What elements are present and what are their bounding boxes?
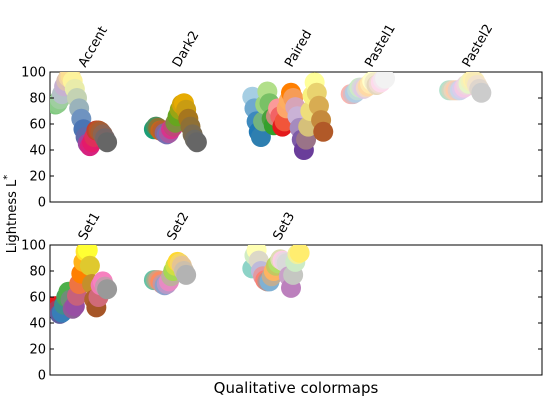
y-tick-label: 20 [29,170,46,185]
series-dark2 [143,93,207,153]
y-tick-label: 60 [29,291,46,306]
x-axis-label: Qualitative colormaps [214,379,379,397]
data-point [375,72,396,89]
colormap-label-set2: Set2 [164,210,192,243]
y-tick-label: 40 [29,317,46,332]
y-tick-label: 100 [21,239,46,254]
data-point [186,132,207,153]
top-data-points [50,72,492,160]
y-tick-label: 100 [21,66,46,81]
y-tick-label: 80 [29,265,46,280]
y-tick-label: 20 [29,343,46,358]
bottom-colormap-labels: Set1 Set2 Set3 [76,210,298,243]
series-set2 [143,251,197,296]
top-y-ticks: 0 20 40 60 80 100 [21,66,542,211]
colormap-label-accent: Accent [76,24,111,70]
series-accent [50,72,118,157]
data-point [176,264,197,285]
bottom-data-points [50,245,310,324]
bottom-y-ticks: 0 20 40 60 80 100 [21,239,542,384]
colormap-label-set1: Set1 [76,210,104,243]
y-tick-label: 0 [38,369,46,384]
data-point [97,132,118,153]
svg-text:Lightness L*: Lightness L* [2,175,20,254]
colormap-label-set3: Set3 [270,210,298,243]
y-tick-label: 60 [29,118,46,133]
series-set3 [242,245,310,298]
series-pastel2 [439,72,492,103]
series-pastel1 [340,72,396,105]
y-axis-label-superscript: * [2,175,13,180]
colormap-label-dark2: Dark2 [170,29,203,70]
top-panel: 0 20 40 60 80 100 Accent Dark2 Paired Pastel1 Pas… [21,22,543,211]
colormap-label-paired: Paired [282,28,315,70]
data-point [313,121,334,142]
data-point [79,255,100,276]
y-axis-label-main: Lightness L [5,179,20,253]
data-point [250,127,271,147]
data-point [97,279,118,300]
data-point [471,82,492,103]
colormap-label-pastel1: Pastel1 [362,22,398,70]
colormap-label-pastel2: Pastel2 [460,22,496,70]
series-paired [242,72,334,160]
y-tick-label: 0 [38,196,46,211]
data-point [289,245,310,263]
bottom-panel: 0 20 40 60 80 100 Set1 Set2 Set3 [21,210,543,384]
y-axis-label: Lightness L* [2,175,20,254]
series-set1 [50,245,118,324]
y-tick-label: 40 [29,144,46,159]
y-tick-label: 80 [29,92,46,107]
top-colormap-labels: Accent Dark2 Paired Pastel1 Pastel2 [76,22,496,70]
